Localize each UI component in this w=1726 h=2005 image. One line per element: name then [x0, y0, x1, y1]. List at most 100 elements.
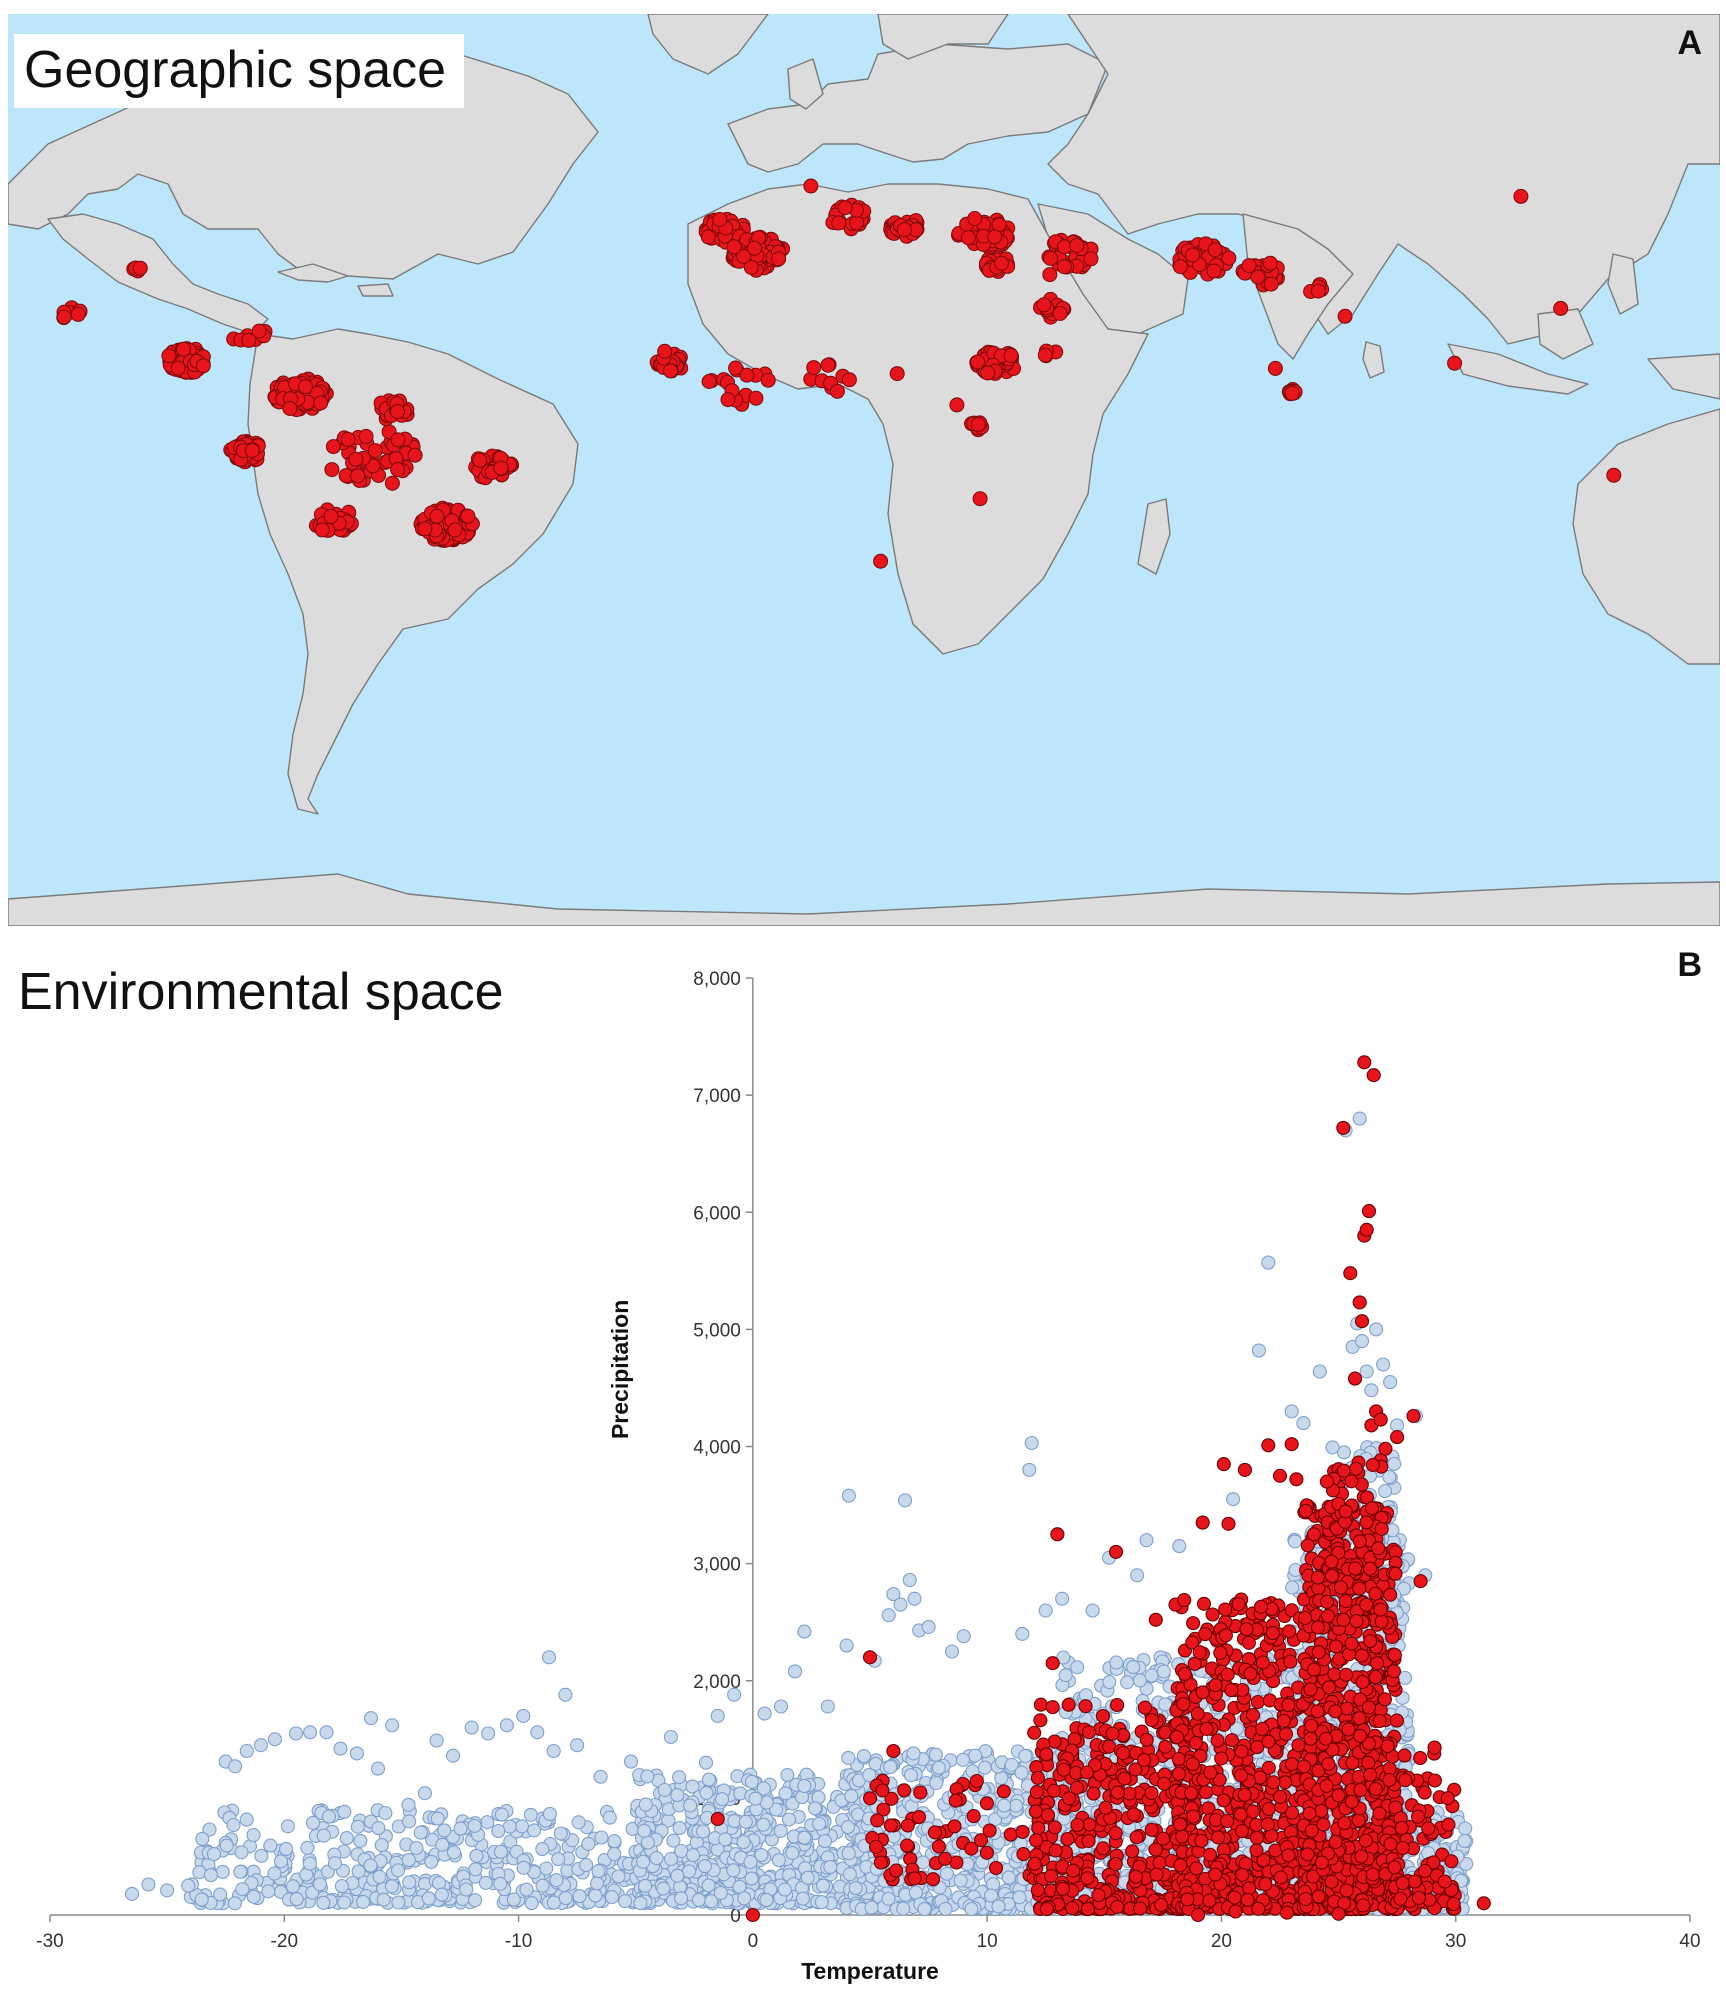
background-point	[403, 1815, 416, 1828]
background-point	[775, 1700, 788, 1713]
map-occurrence-point	[727, 240, 741, 254]
world-map	[8, 14, 1720, 926]
background-point	[1297, 1417, 1310, 1430]
occurrence-point	[1126, 1845, 1139, 1858]
map-occurrence-point	[1058, 240, 1072, 254]
background-point	[1145, 1669, 1158, 1682]
occurrence-point	[1251, 1696, 1264, 1709]
occurrence-point	[1081, 1872, 1094, 1885]
map-occurrence-point	[1268, 361, 1282, 375]
x-axis-label: Temperature	[801, 1958, 939, 1984]
background-point	[435, 1888, 448, 1901]
background-point	[922, 1620, 935, 1633]
occurrence-point	[980, 1846, 993, 1859]
background-point	[608, 1848, 621, 1861]
background-point	[350, 1747, 363, 1760]
occurrence-point	[1066, 1902, 1079, 1915]
occurrence-point	[1034, 1714, 1047, 1727]
background-point	[268, 1733, 281, 1746]
background-point	[552, 1853, 565, 1866]
background-point	[547, 1896, 560, 1909]
background-point	[865, 1901, 878, 1914]
map-occurrence-point	[744, 260, 758, 274]
background-point	[573, 1890, 586, 1903]
map-occurrence-point	[749, 391, 763, 405]
background-point	[264, 1839, 277, 1852]
map-occurrence-point	[57, 310, 71, 324]
background-point	[698, 1860, 711, 1873]
map-occurrence-point	[133, 261, 147, 275]
background-point	[1157, 1665, 1170, 1678]
map-occurrence-point	[804, 179, 818, 193]
map-occurrence-point	[391, 463, 405, 477]
background-point	[671, 1789, 684, 1802]
world-map-panel	[8, 14, 1720, 926]
occurrence-point	[870, 1841, 883, 1854]
occurrence-point	[1083, 1818, 1096, 1831]
occurrence-point	[1127, 1808, 1140, 1821]
map-occurrence-point	[1554, 301, 1568, 315]
background-point	[286, 1880, 299, 1893]
occurrence-point	[1061, 1833, 1074, 1846]
occurrence-point	[1187, 1617, 1200, 1630]
background-point	[1365, 1384, 1378, 1397]
occurrence-point	[1111, 1786, 1124, 1799]
background-point	[303, 1857, 316, 1870]
background-point	[1173, 1540, 1186, 1553]
occurrence-point	[970, 1775, 983, 1788]
occurrence-point	[871, 1814, 884, 1827]
background-point	[1016, 1627, 1029, 1640]
background-point	[280, 1842, 293, 1855]
map-occurrence-point	[245, 444, 259, 458]
background-point	[658, 1784, 671, 1797]
map-occurrence-point	[729, 361, 743, 375]
map-panel-title: Geographic space	[14, 34, 464, 108]
occurrence-point	[980, 1797, 993, 1810]
occurrence-point	[1017, 1848, 1030, 1861]
background-point	[796, 1892, 809, 1905]
background-point	[757, 1818, 770, 1831]
background-point	[749, 1792, 762, 1805]
map-occurrence-point	[1057, 260, 1071, 274]
background-point	[126, 1887, 139, 1900]
background-point	[418, 1787, 431, 1800]
background-point	[673, 1822, 686, 1835]
background-point	[957, 1753, 970, 1766]
background-point	[657, 1882, 670, 1895]
map-occurrence-point	[1186, 248, 1200, 262]
map-occurrence-point	[821, 358, 835, 372]
background-point	[469, 1894, 482, 1907]
occurrence-point	[1109, 1857, 1122, 1870]
background-point	[786, 1846, 799, 1859]
background-point	[899, 1494, 912, 1507]
background-point	[208, 1848, 221, 1861]
occurrence-point	[1140, 1733, 1153, 1746]
background-point	[909, 1886, 922, 1899]
occurrence-point	[1145, 1823, 1158, 1836]
background-point	[940, 1867, 953, 1880]
occurrence-point	[1071, 1819, 1084, 1832]
background-point	[884, 1761, 897, 1774]
background-point	[357, 1895, 370, 1908]
occurrence-point	[876, 1784, 889, 1797]
background-point	[1002, 1871, 1015, 1884]
background-point	[954, 1874, 967, 1887]
background-point	[364, 1859, 377, 1872]
background-point	[591, 1877, 604, 1890]
occurrence-point	[1062, 1698, 1075, 1711]
background-point	[821, 1700, 834, 1713]
background-point	[882, 1609, 895, 1622]
background-point	[783, 1813, 796, 1826]
map-occurrence-point	[1263, 256, 1277, 270]
background-point	[540, 1862, 553, 1875]
map-occurrence-point	[950, 398, 964, 412]
background-point	[431, 1812, 444, 1825]
occurrence-point	[1097, 1710, 1110, 1723]
map-occurrence-point	[897, 223, 911, 237]
map-occurrence-point	[391, 405, 405, 419]
map-occurrence-point	[961, 231, 975, 245]
map-occurrence-point	[283, 402, 297, 416]
background-point	[468, 1819, 481, 1832]
panel-letter-a: A	[1677, 24, 1702, 63]
background-point	[528, 1824, 541, 1837]
